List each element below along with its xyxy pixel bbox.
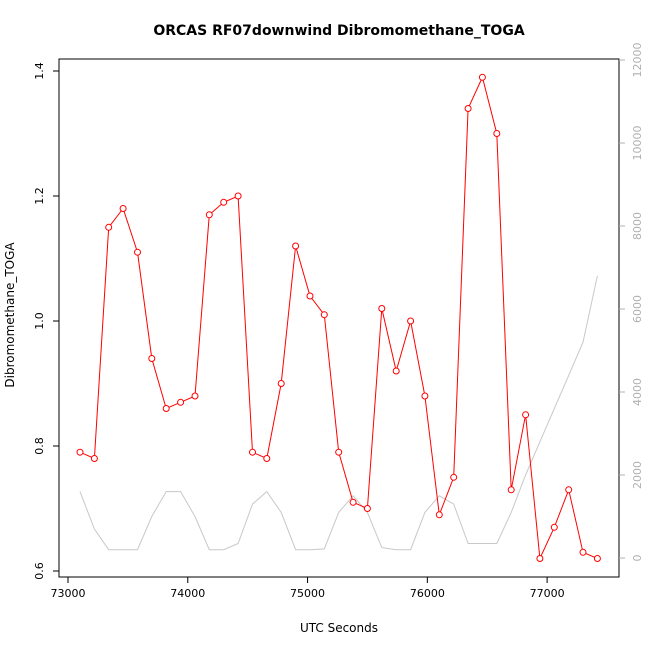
data-point xyxy=(435,511,443,519)
x-tick-label: 76000 xyxy=(410,587,445,600)
y-tick-label: 1.0 xyxy=(33,312,46,330)
y-axis-right: 0 2000 4000 6000 8000 10000 12000 xyxy=(619,43,644,562)
data-point xyxy=(493,130,501,137)
series-layer xyxy=(76,73,601,562)
data-point xyxy=(335,448,343,456)
data-point xyxy=(522,411,530,419)
y2-tick-label: 6000 xyxy=(631,295,644,323)
data-point xyxy=(234,192,242,200)
data-point xyxy=(76,448,84,456)
y2-tick-label: 2000 xyxy=(631,461,644,489)
data-point xyxy=(579,548,587,556)
data-point xyxy=(134,248,141,256)
data-point xyxy=(249,448,256,456)
x-axis-label: UTC Seconds xyxy=(300,621,378,635)
data-point xyxy=(507,486,515,494)
data-point xyxy=(90,455,98,462)
x-tick-label: 74000 xyxy=(170,587,205,600)
y-axis-label: Dibromomethane_TOGA xyxy=(3,242,17,388)
data-point xyxy=(478,73,486,81)
data-point xyxy=(421,392,429,400)
data-point xyxy=(536,555,544,562)
chart-title: ORCAS RF07downwind Dibromomethane_TOGA xyxy=(153,23,524,39)
data-point xyxy=(464,105,472,112)
y-tick-label: 1.4 xyxy=(33,62,46,80)
y-tick-label: 1.2 xyxy=(33,187,46,205)
y2-tick-label: 12000 xyxy=(631,43,644,78)
y-tick-label: 0.6 xyxy=(33,562,46,580)
data-point xyxy=(277,380,285,387)
data-point xyxy=(378,305,386,312)
data-point xyxy=(263,455,271,462)
x-tick-label: 77000 xyxy=(530,587,565,600)
data-point xyxy=(565,486,573,494)
data-point xyxy=(119,205,127,212)
y2-tick-label: 0 xyxy=(631,555,644,562)
data-point xyxy=(450,473,458,481)
data-point xyxy=(177,398,185,406)
y-axis-left: 0.6 0.8 1.0 1.2 1.4 xyxy=(33,62,59,580)
data-point xyxy=(593,555,601,562)
data-point xyxy=(292,242,300,250)
data-point xyxy=(306,292,314,300)
data-point xyxy=(349,498,357,506)
data-point xyxy=(220,198,228,206)
x-axis: 73000 74000 75000 76000 77000 xyxy=(51,577,565,600)
x-tick-label: 73000 xyxy=(51,587,86,600)
series-line-right xyxy=(79,275,598,551)
data-point xyxy=(162,405,170,412)
y-tick-label: 0.8 xyxy=(33,437,46,455)
x-tick-label: 75000 xyxy=(290,587,325,600)
series-line-left xyxy=(79,75,598,561)
data-point xyxy=(407,317,415,325)
data-point xyxy=(363,505,371,512)
data-point xyxy=(191,392,199,400)
data-point xyxy=(105,223,113,231)
y2-tick-label: 8000 xyxy=(631,212,644,240)
data-point xyxy=(320,311,328,319)
data-point xyxy=(148,355,156,362)
data-point xyxy=(392,367,400,375)
data-point xyxy=(550,523,558,531)
plot-frame xyxy=(58,58,620,578)
data-point xyxy=(205,211,213,219)
y2-tick-label: 10000 xyxy=(631,126,644,161)
y2-tick-label: 4000 xyxy=(631,378,644,406)
